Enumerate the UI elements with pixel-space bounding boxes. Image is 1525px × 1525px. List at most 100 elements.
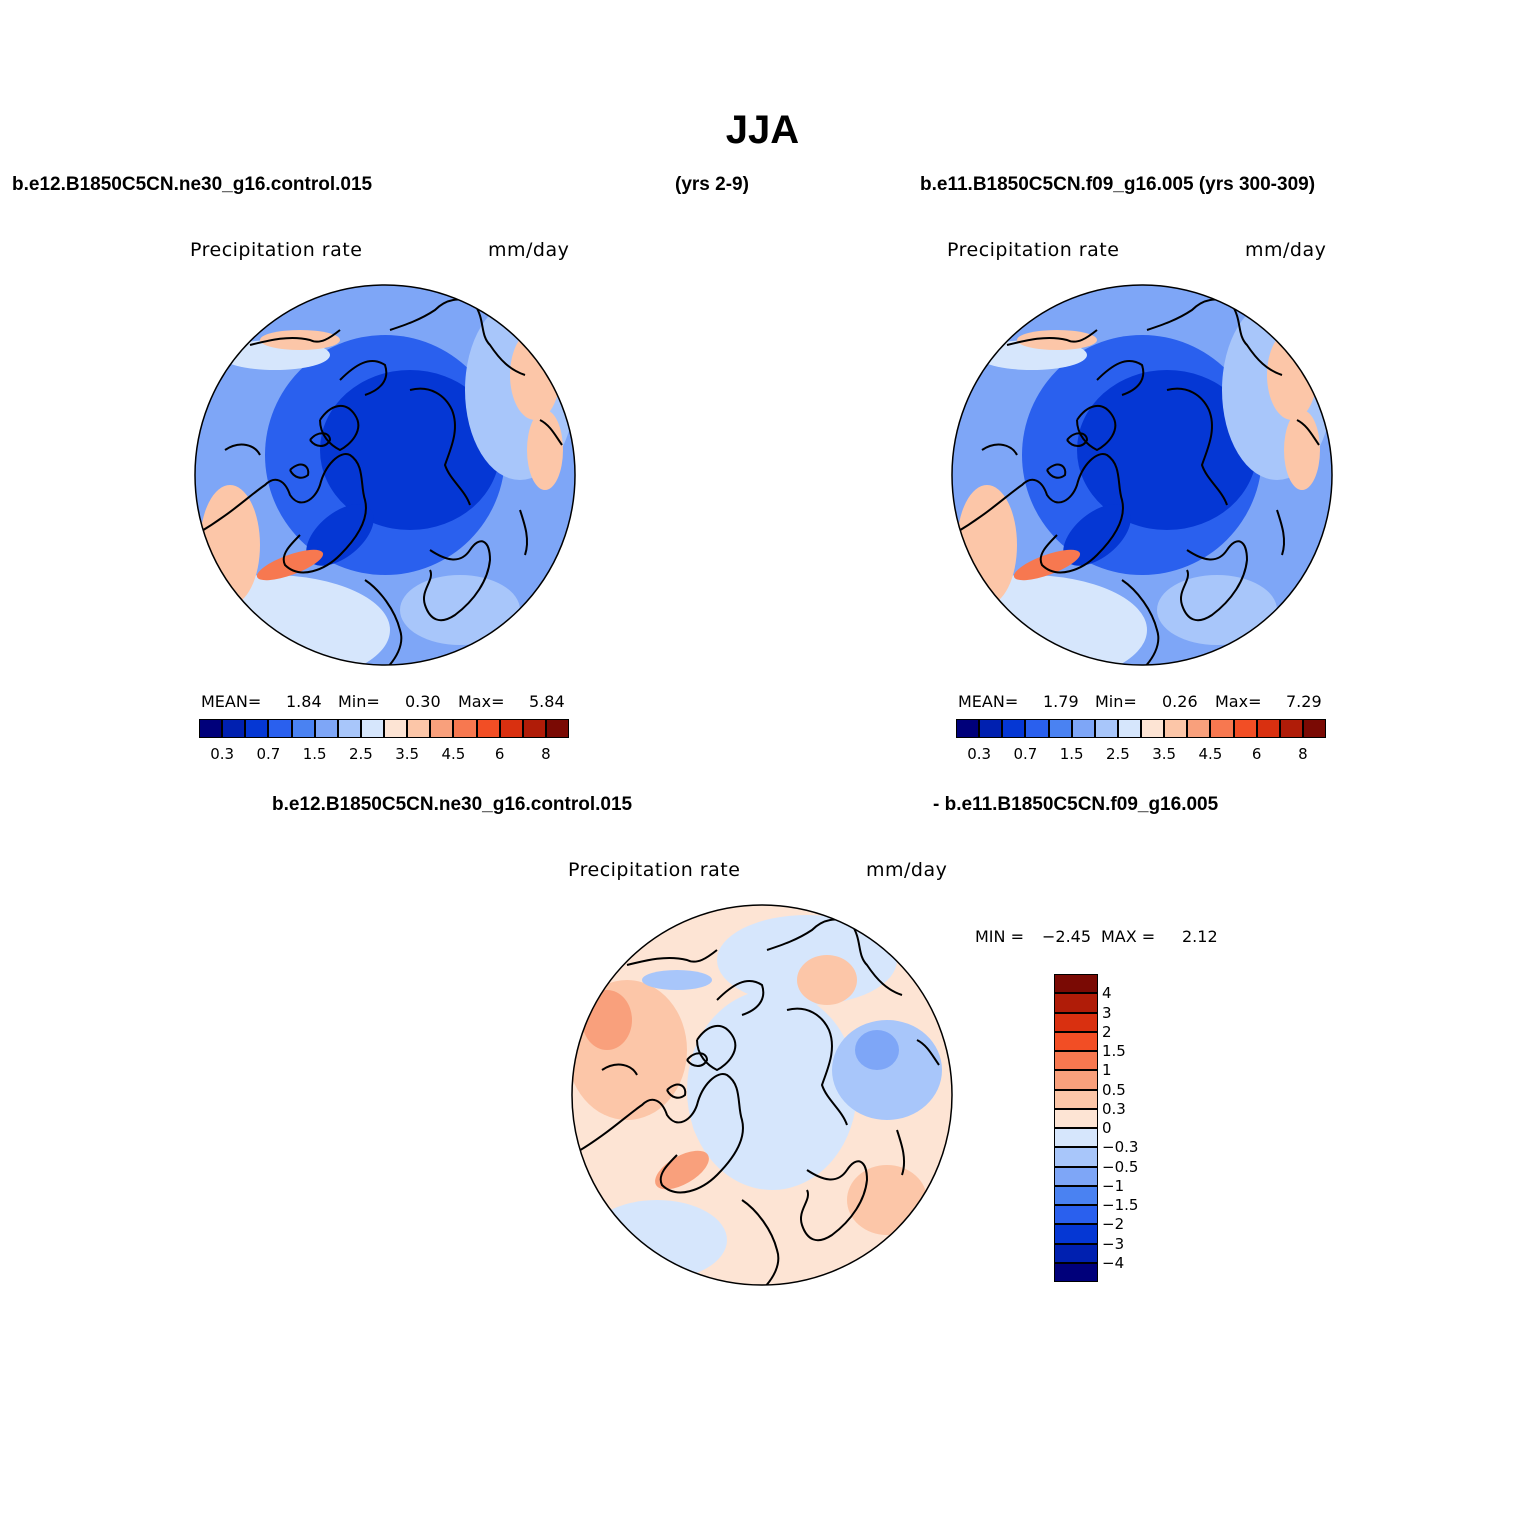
panel2-colorbar-swatch	[1233, 719, 1257, 738]
coastline	[1179, 540, 1248, 622]
panel3-colorbar-swatch	[1054, 1051, 1098, 1071]
panel3-colorbar-tick-label: −3	[1102, 1234, 1125, 1253]
panel2-colorbar-tick-label: 0.7	[1013, 745, 1038, 763]
panel3-min-label: MIN =	[975, 927, 1024, 946]
coastline	[626, 949, 718, 966]
panel3-colorbar-tick-label: −0.5	[1102, 1157, 1139, 1176]
panel3-colorbar-swatch	[1054, 974, 1098, 994]
panel3-colorbar-tick-label: −2	[1102, 1215, 1125, 1234]
panel2-colorbar-swatch	[1302, 719, 1326, 738]
panel2-colorbar-tick-label: 0.3	[967, 745, 992, 763]
panel1-colorbar-swatch	[430, 719, 454, 738]
panel1-units: mm/day	[488, 239, 570, 261]
panel3-colorbar-swatch	[1054, 1147, 1098, 1167]
map-boundary	[571, 904, 953, 1286]
coastline	[519, 509, 529, 556]
panel2-colorbar-swatch	[1002, 719, 1026, 738]
panel2-colorbar-swatch	[1141, 719, 1165, 738]
coastline	[289, 463, 310, 479]
panel1-colorbar-swatch	[337, 719, 361, 738]
panel3-colorbar-tick-label: −1.5	[1102, 1196, 1139, 1214]
map-boundary	[194, 284, 576, 666]
panel2-max-label: Max=	[1215, 692, 1262, 711]
panel3-colorbar-tick-label: 0.3	[1102, 1099, 1126, 1118]
coastline	[1006, 329, 1098, 346]
coastline	[249, 329, 341, 346]
shading-region	[655, 1150, 709, 1190]
panel3-colorbar-swatch	[1054, 1070, 1098, 1090]
panel3-case-left: b.e12.B1850C5CN.ne30_g16.control.015	[272, 794, 633, 815]
panel3-colorbar: 4 3 2 1.5 1 0.5 0.3 0 −0.3 −0.5 −1 −1.5 −2 −3 −4	[1054, 974, 1164, 1284]
panel3-colorbar-tick-label: 1.5	[1102, 1042, 1126, 1060]
coastline	[309, 432, 331, 447]
coastline	[1276, 509, 1286, 556]
coastline	[572, 1073, 744, 1194]
shading-region	[195, 575, 390, 665]
coastline	[339, 360, 388, 396]
panel1-colorbar-tick-label: 2.5	[348, 745, 373, 763]
coastline	[422, 540, 491, 622]
coastline	[952, 453, 1124, 574]
panel2-colorbar-swatch	[1210, 719, 1234, 738]
panel2-min-value: 0.26	[1162, 692, 1198, 711]
panel1-colorbar-swatch	[199, 719, 223, 738]
panel1-colorbar-swatch	[522, 719, 546, 738]
shading-region	[587, 1200, 727, 1280]
panel2-colorbar-tick-label: 2.5	[1105, 745, 1130, 763]
panel1-colorbar-swatch	[476, 719, 500, 738]
panel1-mean-label: MEAN=	[201, 692, 262, 711]
shading-region	[1013, 549, 1081, 581]
panel3-colorbar-tick-label: 0.5	[1102, 1080, 1126, 1099]
panel1-max-value: 5.84	[529, 692, 565, 711]
panel1-colorbar-swatch	[453, 719, 477, 738]
shading-region	[572, 980, 687, 1120]
panel3-colorbar-swatch	[1054, 1262, 1098, 1282]
panel3-difference-map	[571, 904, 953, 1286]
panel1-colorbar-swatch	[222, 719, 246, 738]
panel1-colorbar: 0.3 0.7 1.5 2.5 3.5 4.5 6 8	[199, 719, 569, 771]
panel1-colorbar-tick-label: 4.5	[441, 745, 466, 763]
panel1-colorbar-tick-label: 8	[541, 745, 551, 763]
panel3-colorbar-tick-label: 0	[1102, 1119, 1112, 1137]
panel1-max-label: Max=	[458, 692, 505, 711]
panel3-colorbar-tick-label: 3	[1102, 1003, 1112, 1022]
panel1-case-name: b.e12.B1850C5CN.ne30_g16.control.015	[12, 174, 373, 195]
panel3-colorbar-swatch	[1054, 1108, 1098, 1128]
panel1-colorbar-swatch	[245, 719, 269, 738]
panel3-colorbar-swatch	[1054, 1224, 1098, 1244]
panel2-colorbar-tick-label: 4.5	[1198, 745, 1223, 763]
coastline	[1076, 405, 1117, 451]
coastline	[916, 1039, 940, 1066]
panel1-colorbar-tick-label: 6	[494, 745, 505, 763]
shading-region	[1284, 410, 1320, 490]
panel1-mean-value: 1.84	[286, 692, 322, 711]
panel2-colorbar-swatch	[1048, 719, 1072, 738]
coastline	[716, 980, 765, 1016]
panel1-min-label: Min=	[338, 692, 380, 711]
coastline	[741, 1199, 780, 1285]
coastline	[1296, 419, 1320, 446]
panel1-years: (yrs 2-9)	[675, 174, 749, 195]
coastline	[1046, 463, 1067, 479]
panel2-mean-value: 1.79	[1043, 692, 1079, 711]
coastline	[981, 443, 1018, 456]
coastline	[1096, 360, 1145, 396]
coastline	[666, 1083, 687, 1099]
shading-region	[855, 1030, 899, 1070]
panel3-units: mm/day	[866, 859, 948, 881]
shading-region	[797, 955, 857, 1005]
shading-region	[687, 990, 857, 1190]
panel2-mean-label: MEAN=	[958, 692, 1019, 711]
panel3-colorbar-swatch	[1054, 1243, 1098, 1263]
panel3-case-right: - b.e11.B1850C5CN.f09_g16.005	[933, 794, 1219, 815]
coastline	[224, 443, 261, 456]
shading-region	[1063, 504, 1131, 566]
panel2-colorbar-swatch	[1164, 719, 1188, 738]
panel2-min-label: Min=	[1095, 692, 1137, 711]
panel3-colorbar-tick-label: 1	[1102, 1061, 1112, 1080]
panel3-colorbar-swatch	[1054, 1128, 1098, 1148]
coastline	[799, 1160, 868, 1242]
shading-region	[642, 970, 712, 990]
panel3-colorbar-tick-label: −4	[1102, 1253, 1125, 1272]
panel2-colorbar-swatch	[1187, 719, 1211, 738]
